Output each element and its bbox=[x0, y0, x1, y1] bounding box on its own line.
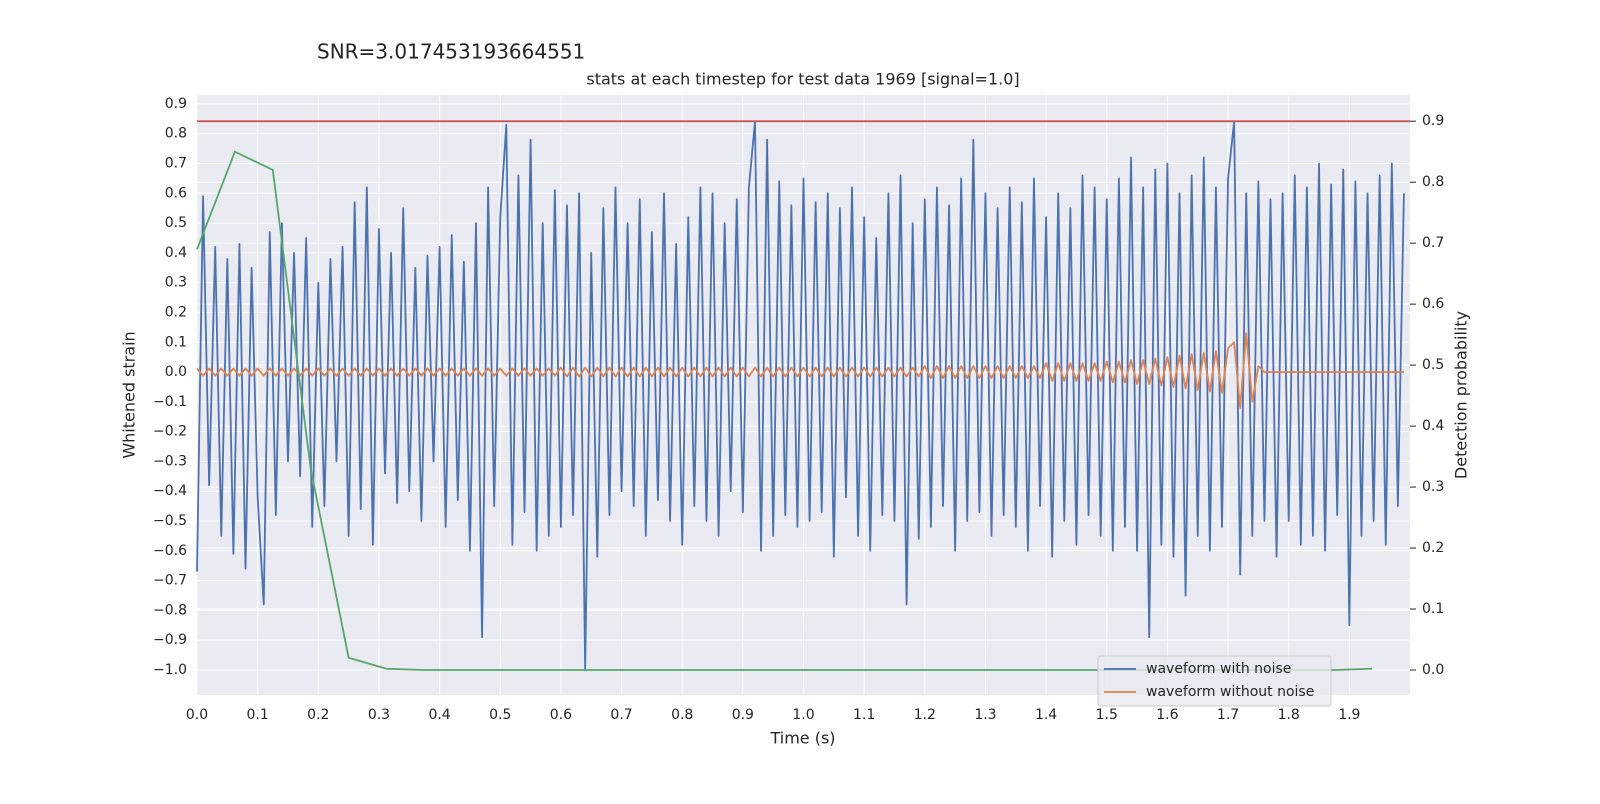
legend-box bbox=[1097, 655, 1332, 707]
y-tick-label: −0.2 bbox=[153, 424, 187, 440]
y2-axis-label: Detection probability bbox=[1452, 311, 1471, 479]
y-tick-label: −0.6 bbox=[153, 543, 187, 559]
x-tick-label: 0.7 bbox=[610, 707, 632, 723]
y-tick-label: 0.6 bbox=[165, 185, 187, 201]
y-tick-label: 0.1 bbox=[165, 334, 187, 350]
x-tick-label: 1.6 bbox=[1156, 707, 1178, 723]
y-tick-label: 0.9 bbox=[165, 96, 187, 112]
y-tick-label: 0.3 bbox=[165, 275, 187, 291]
y2-tick-label: 0.3 bbox=[1422, 479, 1444, 495]
x-tick-label: 0.5 bbox=[489, 707, 511, 723]
x-tick-label: 0.3 bbox=[368, 707, 390, 723]
x-tick-label: 0.2 bbox=[307, 707, 329, 723]
x-tick-label: 1.7 bbox=[1217, 707, 1239, 723]
y-tick-label: −0.7 bbox=[153, 573, 187, 589]
y2-tick-label: 0.7 bbox=[1422, 235, 1444, 251]
x-tick-label: 0.6 bbox=[550, 707, 572, 723]
y-tick-label: 0.8 bbox=[165, 126, 187, 142]
x-tick-label: 1.8 bbox=[1278, 707, 1300, 723]
y-tick-label: −0.8 bbox=[153, 602, 187, 618]
x-tick-label: 1.2 bbox=[914, 707, 936, 723]
y-tick-label: 0.0 bbox=[165, 364, 187, 380]
y-tick-label: 0.5 bbox=[165, 215, 187, 231]
x-tick-label: 0.1 bbox=[247, 707, 269, 723]
y-tick-label: −1.0 bbox=[153, 662, 187, 678]
y2-tick-label: 0.2 bbox=[1422, 540, 1444, 556]
x-axis-label: Time (s) bbox=[769, 729, 835, 748]
y2-tick-label: 0.9 bbox=[1422, 113, 1444, 129]
series-line bbox=[196, 120, 1405, 671]
legend-label: waveform with noise bbox=[1146, 661, 1291, 677]
y-tick-label: 0.7 bbox=[165, 156, 187, 172]
x-tick-label: 1.5 bbox=[1096, 707, 1118, 723]
x-tick-label: 1.0 bbox=[792, 707, 814, 723]
y-tick-label: 0.4 bbox=[165, 245, 187, 261]
x-tick-label: 1.9 bbox=[1338, 707, 1360, 723]
y-tick-label: −0.3 bbox=[153, 453, 187, 469]
chart-title: stats at each timestep for test data 196… bbox=[586, 70, 1019, 89]
x-tick-label: 0.4 bbox=[428, 707, 450, 723]
legend: waveform with noise waveform without nois… bbox=[1097, 655, 1332, 707]
x-tick-label: 0.8 bbox=[671, 707, 693, 723]
legend-label: waveform without noise bbox=[1146, 684, 1314, 700]
marks bbox=[196, 120, 1410, 671]
x-tick-label: 0.0 bbox=[186, 707, 208, 723]
y2-tick-label: 0.1 bbox=[1422, 601, 1444, 617]
x-tick-label: 1.4 bbox=[1035, 707, 1057, 723]
y2-tick-label: 0.0 bbox=[1422, 662, 1444, 678]
y-axis-label: Whitened strain bbox=[120, 331, 139, 458]
y-tick-label: −0.4 bbox=[153, 483, 187, 499]
series-line bbox=[196, 332, 1404, 409]
y2-tick-label: 0.4 bbox=[1422, 418, 1444, 434]
y-tick-label: −0.1 bbox=[153, 394, 187, 410]
y2-tick-label: 0.5 bbox=[1422, 357, 1444, 373]
y-tick-label: −0.9 bbox=[153, 632, 187, 648]
labels: 0.0 0.1 0.2 0.3 0.4 0.5 0.6 0.7 0.8 0.9 1.0 1.1 1.2 1… bbox=[153, 96, 1444, 723]
x-tick-label: 0.9 bbox=[732, 707, 754, 723]
x-tick-label: 1.3 bbox=[974, 707, 996, 723]
y-tick-label: −0.5 bbox=[153, 513, 187, 529]
y2-tick-label: 0.8 bbox=[1422, 174, 1444, 190]
y-tick-label: 0.2 bbox=[165, 304, 187, 320]
x-tick-label: 1.1 bbox=[853, 707, 875, 723]
chart-subtitle: SNR=3.017453193664551 bbox=[317, 40, 585, 64]
y2-tick-label: 0.6 bbox=[1422, 296, 1444, 312]
